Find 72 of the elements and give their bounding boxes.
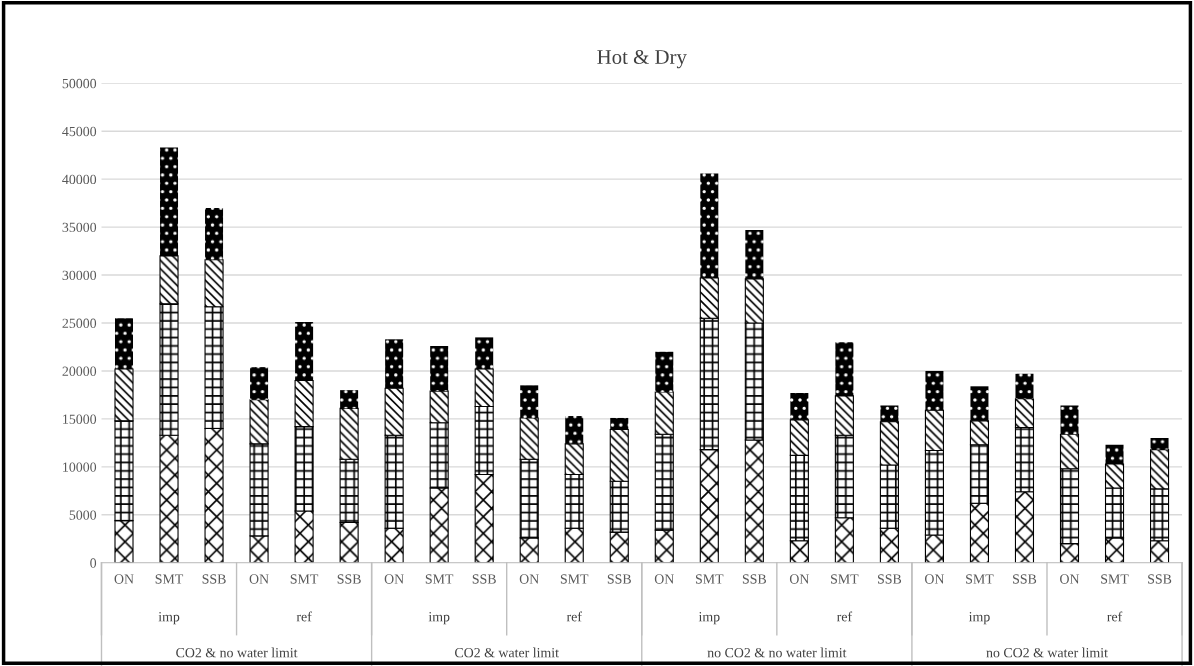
y-tick-label: 45000 — [62, 126, 97, 137]
x-tick-label: SSB — [1148, 574, 1172, 584]
bar — [880, 405, 899, 422]
y-tick-label: 5000 — [69, 510, 97, 520]
x-tick-label: SMT — [425, 574, 454, 584]
text: no CO2 & water limit — [986, 647, 1108, 658]
bar — [1060, 405, 1079, 435]
x-tick-label: SMT — [560, 574, 589, 584]
bar — [340, 390, 359, 409]
y-tick-label: 0 — [90, 558, 97, 568]
x-tick-label: ON — [114, 574, 134, 584]
bar — [700, 173, 719, 278]
bar — [385, 339, 404, 389]
text: imp — [428, 612, 450, 625]
bar — [1150, 438, 1169, 450]
bar — [205, 207, 224, 260]
chart-title: Hot & Dry — [597, 49, 687, 69]
bar — [970, 386, 989, 421]
x-tick-label: ON — [1060, 574, 1080, 584]
x-tick-label: ON — [384, 574, 404, 584]
bar — [430, 346, 449, 392]
x-tick-label: SMT — [695, 574, 724, 584]
x-tick-label: ON — [654, 574, 674, 584]
bar — [610, 417, 629, 430]
x-tick-label: SSB — [877, 574, 902, 584]
x-tick-label: ON — [249, 574, 269, 584]
bar — [655, 351, 674, 393]
text: CO2 & water limit — [455, 647, 559, 658]
y-tick-label: 10000 — [63, 462, 97, 472]
x-tick-label: SMT — [290, 574, 319, 584]
text: no CO2 & no water limit — [707, 647, 847, 658]
x-tick-label: SSB — [607, 574, 631, 584]
text: imp — [968, 612, 990, 625]
x-tick-label: SMT — [1101, 574, 1129, 584]
x-tick-label: ON — [519, 574, 539, 584]
text: ref — [296, 611, 312, 622]
y-tick-label: 20000 — [62, 366, 97, 376]
bar — [295, 322, 314, 381]
bar — [475, 337, 494, 370]
x-tick-label: SMT — [831, 574, 859, 584]
x-tick-label: ON — [924, 574, 945, 584]
bar — [745, 229, 764, 279]
x-tick-label: SSB — [742, 574, 767, 584]
bar — [250, 367, 269, 400]
bar — [520, 385, 539, 418]
bar — [790, 393, 809, 420]
x-tick-label: SSB — [337, 574, 361, 584]
bar — [565, 416, 584, 444]
text: ref — [836, 611, 853, 622]
x-tick-label: SSB — [1013, 574, 1037, 584]
x-tick-label: SMT — [966, 574, 994, 584]
text: imp — [698, 612, 720, 625]
y-tick-label: 35000 — [62, 222, 97, 233]
x-tick-label: ON — [789, 574, 810, 584]
y-tick-label: 40000 — [62, 174, 97, 185]
bar — [160, 147, 179, 256]
text: imp — [158, 612, 180, 625]
x-tick-label: SMT — [155, 574, 184, 584]
bar — [835, 342, 854, 396]
y-tick-label: 25000 — [62, 318, 97, 328]
y-tick-label: 15000 — [63, 414, 97, 424]
x-tick-label: SSB — [472, 574, 496, 584]
y-tick-label: 50000 — [62, 78, 97, 89]
y-tick-label: 30000 — [62, 270, 97, 281]
bar — [1105, 444, 1124, 464]
bar — [1015, 373, 1034, 399]
text: ref — [1107, 611, 1123, 622]
text: CO2 & no water limit — [176, 647, 298, 658]
bar — [115, 318, 134, 370]
text: ref — [566, 611, 582, 622]
x-tick-label: SSB — [202, 574, 226, 584]
bar — [925, 370, 944, 411]
